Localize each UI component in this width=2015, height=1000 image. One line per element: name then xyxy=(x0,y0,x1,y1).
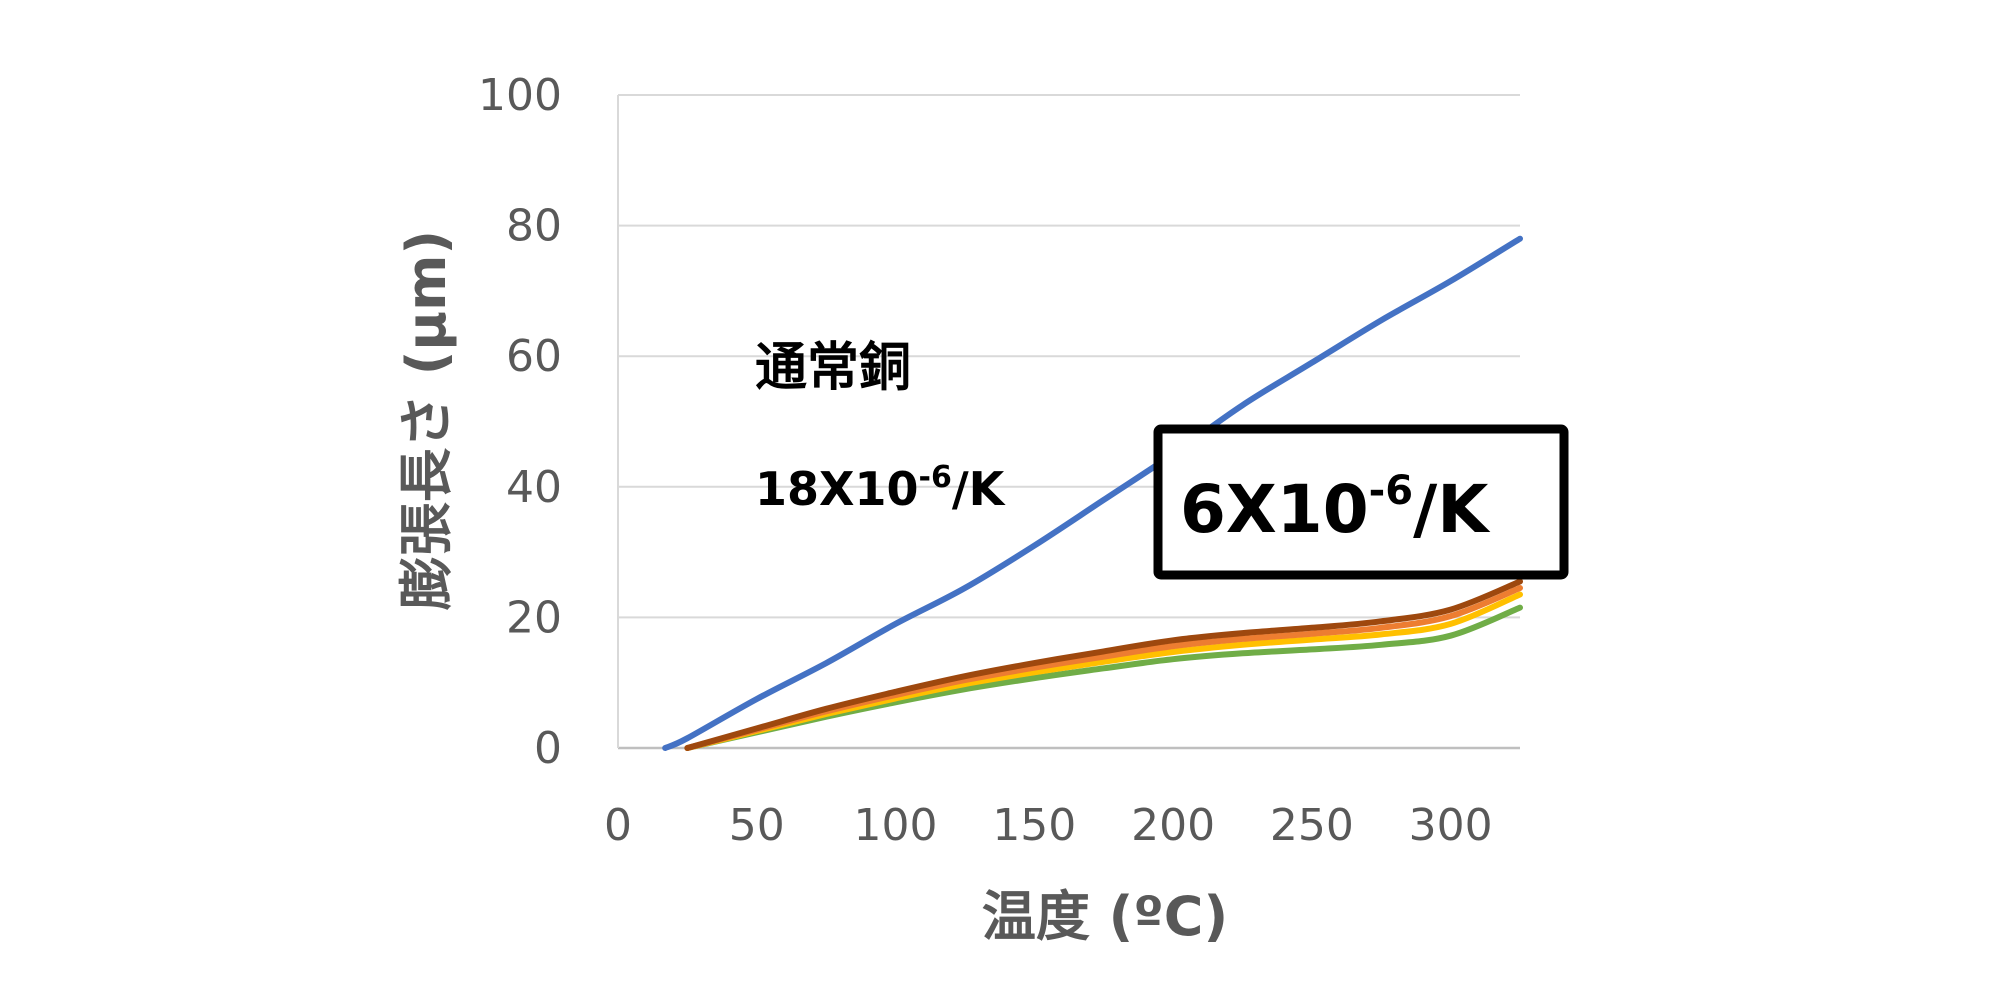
x-tick-label: 150 xyxy=(992,800,1076,851)
x-tick-labels: 0 50 100 150 200 250 300 xyxy=(604,800,1493,851)
x-tick-label: 300 xyxy=(1409,800,1493,851)
x-tick-label: 50 xyxy=(729,800,785,851)
gridlines xyxy=(617,94,1520,750)
annotation-box xyxy=(1153,424,1569,580)
annotation-cte-6-unit: /K xyxy=(1413,471,1491,548)
x-tick-label: 0 xyxy=(604,800,632,851)
series-line-1 xyxy=(684,578,1523,751)
x-axis-title: 温度 (ºC) xyxy=(982,885,1228,948)
y-tick-label: 20 xyxy=(506,592,562,643)
x-tick-label: 200 xyxy=(1131,800,1215,851)
y-axis-title: 膨張長さ (µm) xyxy=(395,230,458,610)
annotation-cte-18-unit: /K xyxy=(952,462,1007,516)
annotation-cte-6: 6X10-6/K xyxy=(1180,468,1491,548)
y-tick-label: 0 xyxy=(534,723,562,774)
y-tick-label: 100 xyxy=(478,70,562,121)
y-tick-label: 40 xyxy=(506,462,562,513)
annotation-cte-6-base: 6X10 xyxy=(1180,471,1369,548)
y-tick-labels: 0 20 40 60 80 100 xyxy=(478,70,562,774)
annotation-normal-copper: 通常銅 xyxy=(755,338,911,398)
x-tick-label: 100 xyxy=(854,800,938,851)
x-tick-label: 250 xyxy=(1270,800,1354,851)
series-line-0 xyxy=(662,235,1523,751)
annotations: 通常銅 18X10-6/K 6X10-6/K xyxy=(755,338,1569,580)
annotation-cte-18-exp: -6 xyxy=(919,460,952,495)
y-tick-label: 80 xyxy=(506,201,562,252)
annotation-cte-18: 18X10-6/K xyxy=(755,460,1007,516)
series-lines xyxy=(662,235,1523,751)
y-tick-label: 60 xyxy=(506,331,562,382)
annotation-cte-18-base: 18X10 xyxy=(755,462,919,516)
annotation-cte-6-exp: -6 xyxy=(1369,468,1413,514)
